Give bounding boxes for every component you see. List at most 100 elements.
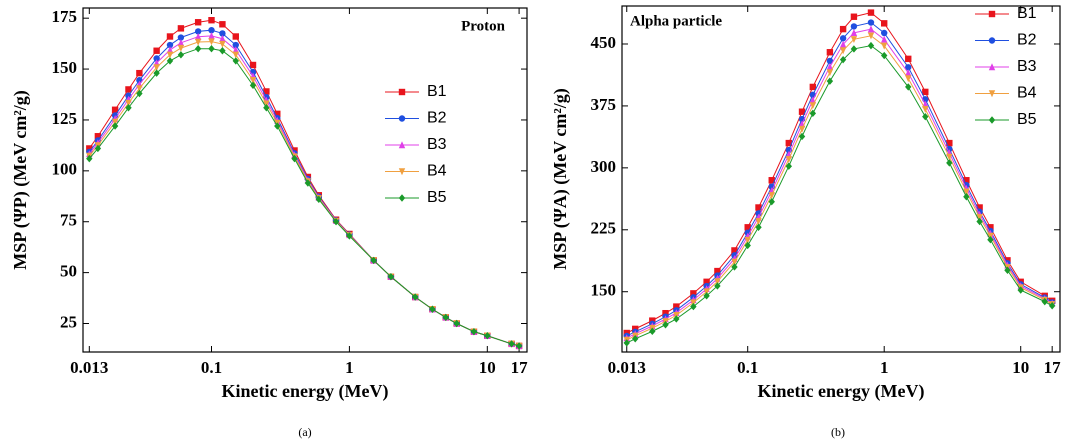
marker	[785, 139, 792, 147]
marker	[166, 33, 174, 40]
marker	[263, 88, 270, 95]
marker	[1004, 266, 1011, 274]
marker	[881, 51, 888, 60]
marker	[177, 34, 185, 41]
marker	[136, 89, 143, 98]
x-tick-label: 10	[1012, 358, 1029, 377]
marker	[850, 29, 858, 37]
marker	[714, 267, 721, 275]
marker	[219, 35, 226, 42]
x-axis-title: Kinetic energy (MeV)	[222, 381, 389, 402]
marker	[922, 88, 929, 96]
marker	[867, 19, 875, 26]
legend-marker	[398, 88, 406, 96]
marker	[881, 20, 888, 27]
marker	[744, 224, 751, 231]
marker	[839, 40, 847, 48]
marker	[755, 204, 762, 211]
marker	[850, 23, 858, 30]
marker	[826, 62, 834, 70]
marker	[905, 55, 912, 63]
marker	[232, 46, 239, 54]
marker	[976, 214, 983, 222]
marker	[867, 32, 875, 40]
marker	[194, 33, 202, 40]
marker	[370, 256, 377, 265]
marker	[785, 162, 792, 170]
marker	[249, 81, 257, 90]
marker	[768, 177, 775, 184]
marker	[263, 104, 270, 112]
x-tick-label: 17	[511, 358, 529, 377]
marker	[86, 145, 93, 152]
legend-label: B4	[427, 163, 447, 180]
marker	[714, 278, 721, 286]
x-tick-label: 0.1	[737, 358, 758, 377]
legend-marker	[398, 141, 406, 149]
marker	[703, 288, 710, 296]
x-tick-label: 0.013	[608, 358, 646, 377]
marker	[703, 292, 710, 300]
legend-label: B2	[1017, 32, 1037, 49]
marker	[826, 49, 834, 56]
marker	[484, 332, 491, 340]
marker	[387, 272, 395, 281]
marker	[111, 106, 119, 113]
marker	[905, 83, 912, 91]
marker	[304, 179, 312, 187]
marker	[809, 83, 817, 91]
marker	[768, 198, 775, 206]
marker	[768, 192, 775, 199]
marker	[867, 25, 875, 33]
x-axis-title: Kinetic energy (MeV)	[758, 381, 925, 402]
marker	[153, 55, 160, 62]
marker	[412, 293, 419, 301]
marker	[219, 21, 226, 28]
series-line	[626, 21, 1053, 337]
legend-label: B3	[1017, 58, 1037, 75]
marker	[649, 327, 656, 336]
caption: (b)	[831, 425, 845, 439]
marker	[208, 32, 215, 40]
marker	[1048, 302, 1056, 310]
marker	[111, 122, 119, 130]
marker	[274, 110, 281, 118]
plot-frame	[82, 7, 528, 353]
y-tick-label: 25	[60, 312, 77, 331]
series-line	[88, 29, 520, 347]
y-tick-label: 50	[60, 262, 77, 281]
marker	[442, 313, 449, 322]
marker	[632, 335, 639, 343]
marker	[976, 204, 983, 211]
y-axis-title: MSP (ΨA) (MeV cm²/g)	[550, 88, 571, 270]
marker	[194, 38, 202, 46]
marker	[714, 282, 721, 290]
marker	[429, 305, 436, 313]
series-line	[626, 45, 1053, 344]
marker	[839, 55, 847, 64]
marker	[1041, 297, 1048, 306]
marker	[976, 217, 983, 226]
marker	[125, 86, 132, 93]
marker	[946, 153, 953, 161]
legend-label: B1	[427, 83, 447, 100]
marker	[946, 159, 953, 167]
marker	[177, 44, 185, 52]
legend-marker	[398, 168, 406, 176]
marker	[922, 112, 929, 121]
marker	[905, 69, 912, 77]
y-tick-label: 300	[591, 157, 617, 176]
y-tick-label: 125	[52, 109, 78, 128]
marker	[219, 40, 226, 48]
marker	[826, 69, 834, 77]
legend-marker	[398, 115, 406, 122]
annotation: Proton	[461, 18, 506, 34]
legend-label: B5	[427, 189, 447, 206]
marker	[208, 45, 215, 53]
marker	[690, 299, 697, 307]
series-line	[88, 19, 520, 347]
marker	[623, 339, 630, 347]
marker	[194, 45, 202, 53]
legend-label: B3	[427, 136, 447, 153]
